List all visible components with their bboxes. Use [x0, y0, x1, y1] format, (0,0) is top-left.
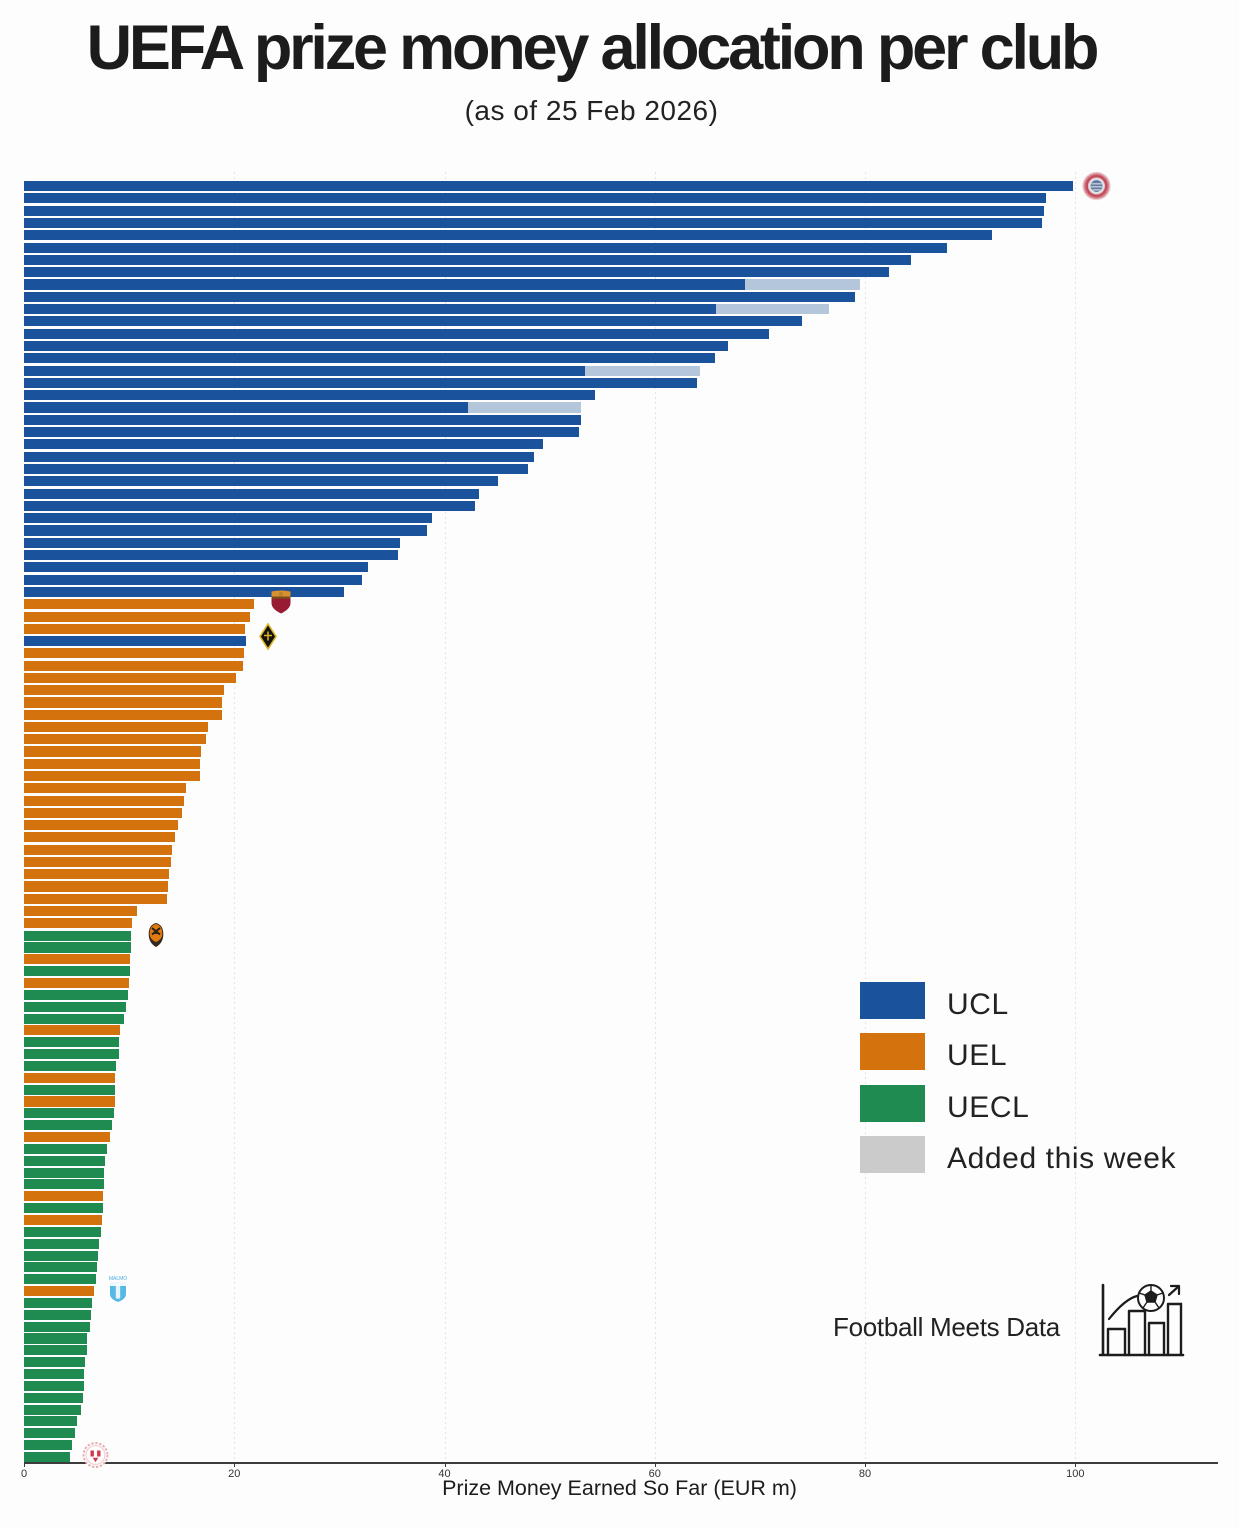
- svg-text:MALMO: MALMO: [109, 1276, 127, 1282]
